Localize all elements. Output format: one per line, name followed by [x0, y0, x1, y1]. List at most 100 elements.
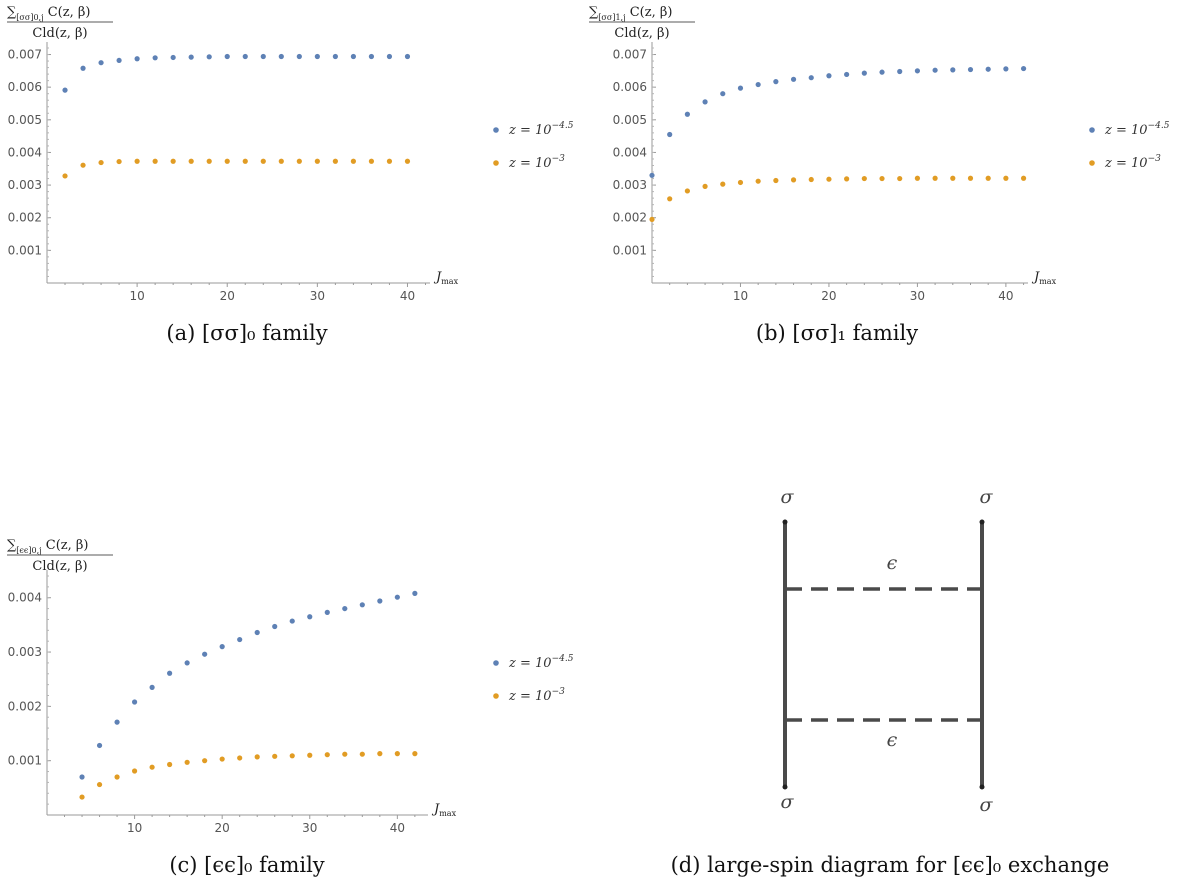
data-point	[296, 53, 302, 60]
data-point	[684, 188, 690, 194]
data-point	[808, 176, 814, 183]
data-point	[296, 158, 302, 164]
data-point	[702, 99, 708, 105]
y-tick-label: 0.004	[8, 145, 42, 159]
data-point	[278, 158, 284, 164]
series-1	[79, 751, 418, 800]
y-axis-label-sub: [σσ]1,j	[598, 13, 625, 22]
data-point	[152, 55, 158, 61]
y-tick-label: 0.001	[8, 243, 42, 257]
diagram-label-sigma-top-left: σ	[781, 486, 795, 508]
legend-marker	[493, 127, 499, 133]
data-point	[98, 60, 104, 66]
caption-a: (a) [σσ]₀ family	[166, 321, 327, 345]
x-tick-label: 10	[127, 821, 142, 835]
data-point	[755, 81, 761, 88]
data-point	[219, 644, 225, 650]
y-tick-label: 0.002	[8, 211, 42, 225]
y-axis-label-denominator: Cld(z, β)	[32, 26, 87, 41]
data-point	[152, 158, 158, 164]
data-point	[950, 67, 956, 73]
data-point	[667, 196, 673, 202]
y-tick-label: 0.006	[8, 80, 42, 94]
data-point	[359, 751, 365, 757]
legend-label-exponent: −3	[552, 154, 566, 164]
data-point	[950, 175, 956, 181]
x-tick-label: 20	[821, 289, 836, 303]
y-tick-label: 0.003	[8, 178, 42, 192]
data-point	[649, 216, 655, 222]
data-point	[386, 53, 393, 60]
data-point	[149, 764, 155, 770]
data-point	[684, 111, 690, 117]
data-point	[314, 158, 320, 164]
legend-label-exponent: −3	[552, 687, 566, 697]
y-axis-label-numerator: ∑[ϵϵ]0,j C(z, β)	[7, 538, 88, 555]
data-point	[62, 173, 68, 179]
data-point	[897, 175, 903, 182]
diagram-label-sigma-bottom-right: σ	[980, 794, 994, 816]
legend-marker	[493, 660, 499, 666]
data-point	[224, 158, 230, 164]
data-point	[324, 752, 330, 758]
data-point	[368, 53, 375, 60]
y-tick-label: 0.001	[8, 754, 42, 768]
x-tick-label: 30	[302, 821, 317, 835]
x-axis-label: Jmax	[433, 270, 459, 286]
data-point	[932, 175, 938, 181]
data-point	[394, 751, 400, 757]
y-tick-label: 0.002	[8, 699, 42, 713]
data-point	[826, 176, 832, 182]
data-point	[1020, 175, 1027, 181]
y-tick-label: 0.004	[8, 591, 42, 605]
legend-label: z = 10−4.5	[508, 654, 574, 671]
caption-c: (c) [ϵϵ]₀ family	[169, 853, 324, 877]
legend-marker	[493, 160, 499, 166]
x-axis-label-sub: max	[439, 809, 456, 818]
data-point	[649, 172, 655, 178]
diagram-vertex	[782, 784, 788, 790]
legend-label-exponent: −4.5	[552, 654, 574, 664]
data-point	[219, 756, 225, 762]
data-point	[254, 754, 260, 760]
data-point	[62, 87, 68, 93]
y-tick-label: 0.007	[613, 48, 647, 62]
y-tick-label: 0.003	[613, 178, 647, 192]
data-point	[1020, 65, 1027, 72]
x-axis-label: Jmax	[431, 802, 457, 818]
data-point	[307, 614, 313, 620]
y-tick-label: 0.005	[613, 113, 647, 127]
series-0	[79, 590, 418, 780]
y-axis-label-sub: [σσ]0,j	[16, 13, 43, 22]
data-point	[96, 742, 103, 749]
data-point	[985, 175, 991, 181]
data-point	[386, 158, 393, 164]
chart-panel-c: 10 20 30 40 0.001 0.002 0.003 0.004 Jmax ∑[ϵϵ]0,j…	[7, 538, 574, 835]
data-point	[861, 70, 867, 76]
data-point	[702, 183, 708, 189]
data-point	[206, 54, 212, 60]
large-spin-diagram: σ σ σ σ ϵ ϵ	[781, 486, 994, 816]
legend-label-exponent: −4.5	[1148, 121, 1170, 131]
y-axis-label-rest: C(z, β)	[626, 5, 673, 20]
y-tick-label: 0.006	[613, 80, 647, 94]
y-axis-label-numerator: ∑[σσ]0,j C(z, β)	[7, 5, 90, 22]
legend-label: z = 10−3	[508, 154, 565, 171]
data-point	[897, 68, 903, 75]
data-point	[790, 76, 797, 82]
data-point	[342, 751, 348, 757]
data-point	[844, 176, 850, 182]
data-point	[80, 65, 86, 71]
y-tick-label: 0.001	[613, 243, 647, 257]
data-point	[667, 131, 673, 138]
chart-panel-b: 10 20 30 40 0.001 0.002 0.003 0.004 0.005 0.006 0.…	[589, 5, 1170, 303]
y-tick-label: 0.003	[8, 645, 42, 659]
data-point	[202, 651, 208, 657]
data-point	[184, 660, 190, 666]
data-point	[879, 69, 885, 75]
x-tick-label: 20	[215, 821, 230, 835]
data-point	[359, 602, 365, 608]
data-point	[773, 79, 779, 85]
data-point	[188, 158, 194, 164]
